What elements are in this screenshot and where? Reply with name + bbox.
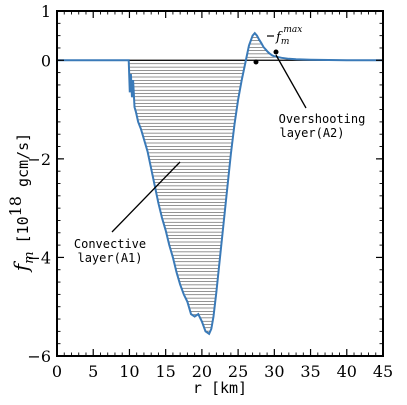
y-tick-label: 0 (41, 51, 51, 70)
fmax-sup: max (283, 25, 302, 35)
y-label-pre: [10 (14, 216, 32, 243)
hatch-fill (57, 33, 383, 332)
x-tick-label: 10 (119, 362, 139, 381)
plot-frame (56, 10, 384, 357)
fmax-label: fm max (275, 25, 302, 47)
fmax-sub: m (281, 37, 290, 47)
y-tick-marks (57, 10, 383, 357)
x-tick-label: 35 (300, 362, 320, 381)
y-label-exp: 18 (6, 196, 25, 216)
y-label-sub: m (22, 251, 37, 263)
x-tick-label: 5 (88, 362, 98, 381)
overshooting-label-1: Overshooting (279, 112, 366, 126)
y-label-post: gcm/s] (14, 133, 32, 196)
y-tick-label: −2 (27, 150, 51, 169)
y-tick-labels: −6 −4 −2 0 1 (27, 2, 51, 366)
convective-pointer (111, 161, 181, 233)
x-tick-label: 0 (52, 362, 62, 381)
x-tick-label: 40 (337, 362, 357, 381)
convective-label-1: Convective (74, 237, 146, 251)
y-tick-label: −4 (27, 248, 51, 267)
fmax-symbol: f (275, 30, 283, 45)
x-tick-labels: 0 5 10 15 20 25 30 35 40 45 (52, 362, 393, 381)
x-axis-label: r [km] (193, 379, 247, 397)
overshooting-label-2: layer(A2) (279, 126, 344, 140)
x-tick-label: 20 (192, 362, 212, 381)
x-tick-label: 25 (228, 362, 248, 381)
boundary-point-right (273, 49, 279, 55)
series-line (57, 31, 383, 336)
x-tick-label: 15 (155, 362, 175, 381)
x-tick-marks (56, 11, 384, 356)
y-tick-label: −6 (27, 347, 51, 366)
convective-label-2: layer(A1) (77, 251, 142, 265)
x-tick-label: 30 (264, 362, 284, 381)
y-tick-label: 1 (41, 2, 51, 21)
overshooting-pointer (275, 54, 307, 109)
boundary-point-left (253, 59, 259, 65)
x-tick-label: 45 (373, 362, 393, 381)
